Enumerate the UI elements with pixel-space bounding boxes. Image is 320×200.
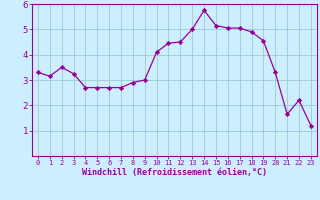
- X-axis label: Windchill (Refroidissement éolien,°C): Windchill (Refroidissement éolien,°C): [82, 168, 267, 177]
